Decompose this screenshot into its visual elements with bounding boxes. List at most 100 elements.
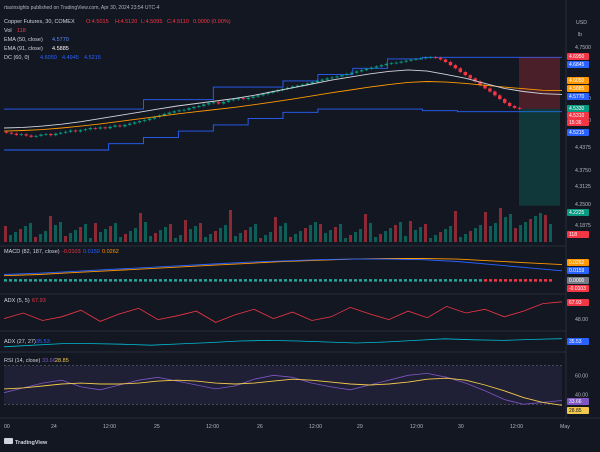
macd-histogram-bar <box>319 279 322 282</box>
volume-bar <box>199 223 202 242</box>
macd-tag <box>567 259 589 266</box>
ema91-label[interactable]: EMA (91, close) <box>4 46 43 52</box>
macd-histogram-bar <box>204 279 207 282</box>
adx2-line <box>3 338 563 348</box>
candle-body <box>320 79 324 81</box>
dc-label[interactable]: DC (60, 0) <box>4 55 30 61</box>
price-pane[interactable] <box>3 56 563 206</box>
macd-histogram-bar <box>429 279 432 282</box>
macd-histogram-bar <box>434 279 437 282</box>
volume-bar <box>404 236 407 242</box>
volume-bar <box>139 213 142 242</box>
price-tag-label: 4.6950 <box>569 54 585 60</box>
candle-body <box>374 66 379 68</box>
macd-histogram-bar <box>229 279 232 282</box>
candle-body <box>152 117 157 119</box>
macd-histogram-bar <box>224 279 227 282</box>
macd-histogram-bar <box>189 279 192 282</box>
adx2-tag <box>567 338 589 345</box>
volume-bar <box>144 222 147 242</box>
rsi-label[interactable]: RSI (14, close) <box>4 358 41 364</box>
volume-bar <box>309 225 312 242</box>
macd-histogram-bar <box>209 279 212 282</box>
volume-bar <box>474 228 477 242</box>
ema50-value: 4.5770 <box>52 37 69 43</box>
time-tick-label: 12:00 <box>309 424 322 430</box>
volume-bar <box>289 237 292 242</box>
macd-label[interactable]: MACD (82, 187, close) <box>4 249 60 255</box>
price-tag <box>567 231 589 238</box>
macd-histogram-bar <box>79 279 82 282</box>
volume-label: Vol <box>4 28 12 34</box>
macd-histogram-bar <box>409 279 412 282</box>
macd-pane[interactable]: 0.0262 0.0159 0.0000 -0.0103 <box>3 258 589 293</box>
rsi-value-2: 28.85 <box>55 358 69 364</box>
macd-histogram-bar <box>9 279 12 282</box>
macd-histogram-bar <box>389 279 392 282</box>
macd-histogram-bar <box>19 279 22 282</box>
volume-bar <box>184 220 187 242</box>
volume-bar <box>299 231 302 242</box>
ema50-label[interactable]: EMA (50, close) <box>4 37 43 43</box>
macd-histogram-bar <box>194 279 197 282</box>
rsi-tag-label: 28.85 <box>569 408 582 414</box>
macd-histogram-bar <box>84 279 87 282</box>
macd-line <box>3 258 563 275</box>
volume-bar <box>504 217 507 242</box>
volume-bar <box>34 237 37 242</box>
candle-body <box>128 123 132 125</box>
macd-histogram-bar <box>369 279 372 282</box>
macd-histogram-bar <box>164 279 167 282</box>
macd-histogram-bar <box>274 279 277 282</box>
macd-histogram-bar <box>299 279 302 282</box>
volume-bar <box>124 234 127 242</box>
time-axis[interactable]: 00 24 12:00 25 12:00 26 12:00 29 12:00 30 12:00 May <box>4 424 570 430</box>
candle-body <box>187 108 191 110</box>
candle-body <box>162 113 167 116</box>
macd-histogram-bar <box>359 279 362 282</box>
volume-bar <box>49 216 52 242</box>
macd-histogram-bar <box>309 279 312 282</box>
volume-bar <box>9 235 12 242</box>
adx1-pane[interactable]: 48.00 67.93 <box>3 299 589 323</box>
candle-body <box>108 126 112 129</box>
candle-body <box>517 107 522 109</box>
volume-bar <box>459 237 462 242</box>
macd-histogram-bar <box>494 279 497 282</box>
macd-value-3: 0.0262 <box>102 249 119 255</box>
volume-bar <box>89 238 92 242</box>
volume-bar <box>464 234 467 242</box>
macd-histogram-bar <box>259 279 262 282</box>
volume-bar <box>194 226 197 242</box>
candle-body <box>251 96 255 98</box>
volume-bar <box>544 215 547 242</box>
price-axis[interactable]: 4.75004.62504.50004.43754.37504.31254.25… <box>567 45 591 238</box>
candle-body <box>182 109 186 111</box>
candle-body <box>197 106 201 107</box>
price-tag <box>567 112 589 119</box>
candle-body <box>261 94 265 96</box>
unit-label: lb <box>578 32 582 38</box>
volume-bar <box>164 227 167 242</box>
short-zone <box>519 57 560 109</box>
macd-histogram-bar <box>54 279 57 282</box>
macd-histogram-bar <box>154 279 157 282</box>
adx2-label[interactable]: ADX (27, 27) <box>4 339 36 345</box>
candle-body <box>369 67 374 69</box>
price-tick-label: 4.3750 <box>575 168 591 174</box>
macd-histogram-bar <box>509 279 512 282</box>
candle-body <box>63 131 68 133</box>
rsi-tag <box>567 398 589 405</box>
macd-histogram-bar <box>169 279 172 282</box>
adx2-pane[interactable]: 35.53 <box>3 338 589 348</box>
volume-bar <box>174 238 177 242</box>
volume-bar <box>519 225 522 242</box>
price-tag <box>567 85 589 92</box>
volume-bar <box>539 213 542 242</box>
macd-histogram-bar <box>179 279 182 282</box>
volume-bar <box>234 236 237 242</box>
candle-body <box>88 128 93 130</box>
volume-bar <box>444 229 447 242</box>
adx1-label[interactable]: ADX (5, 5) <box>4 298 30 304</box>
